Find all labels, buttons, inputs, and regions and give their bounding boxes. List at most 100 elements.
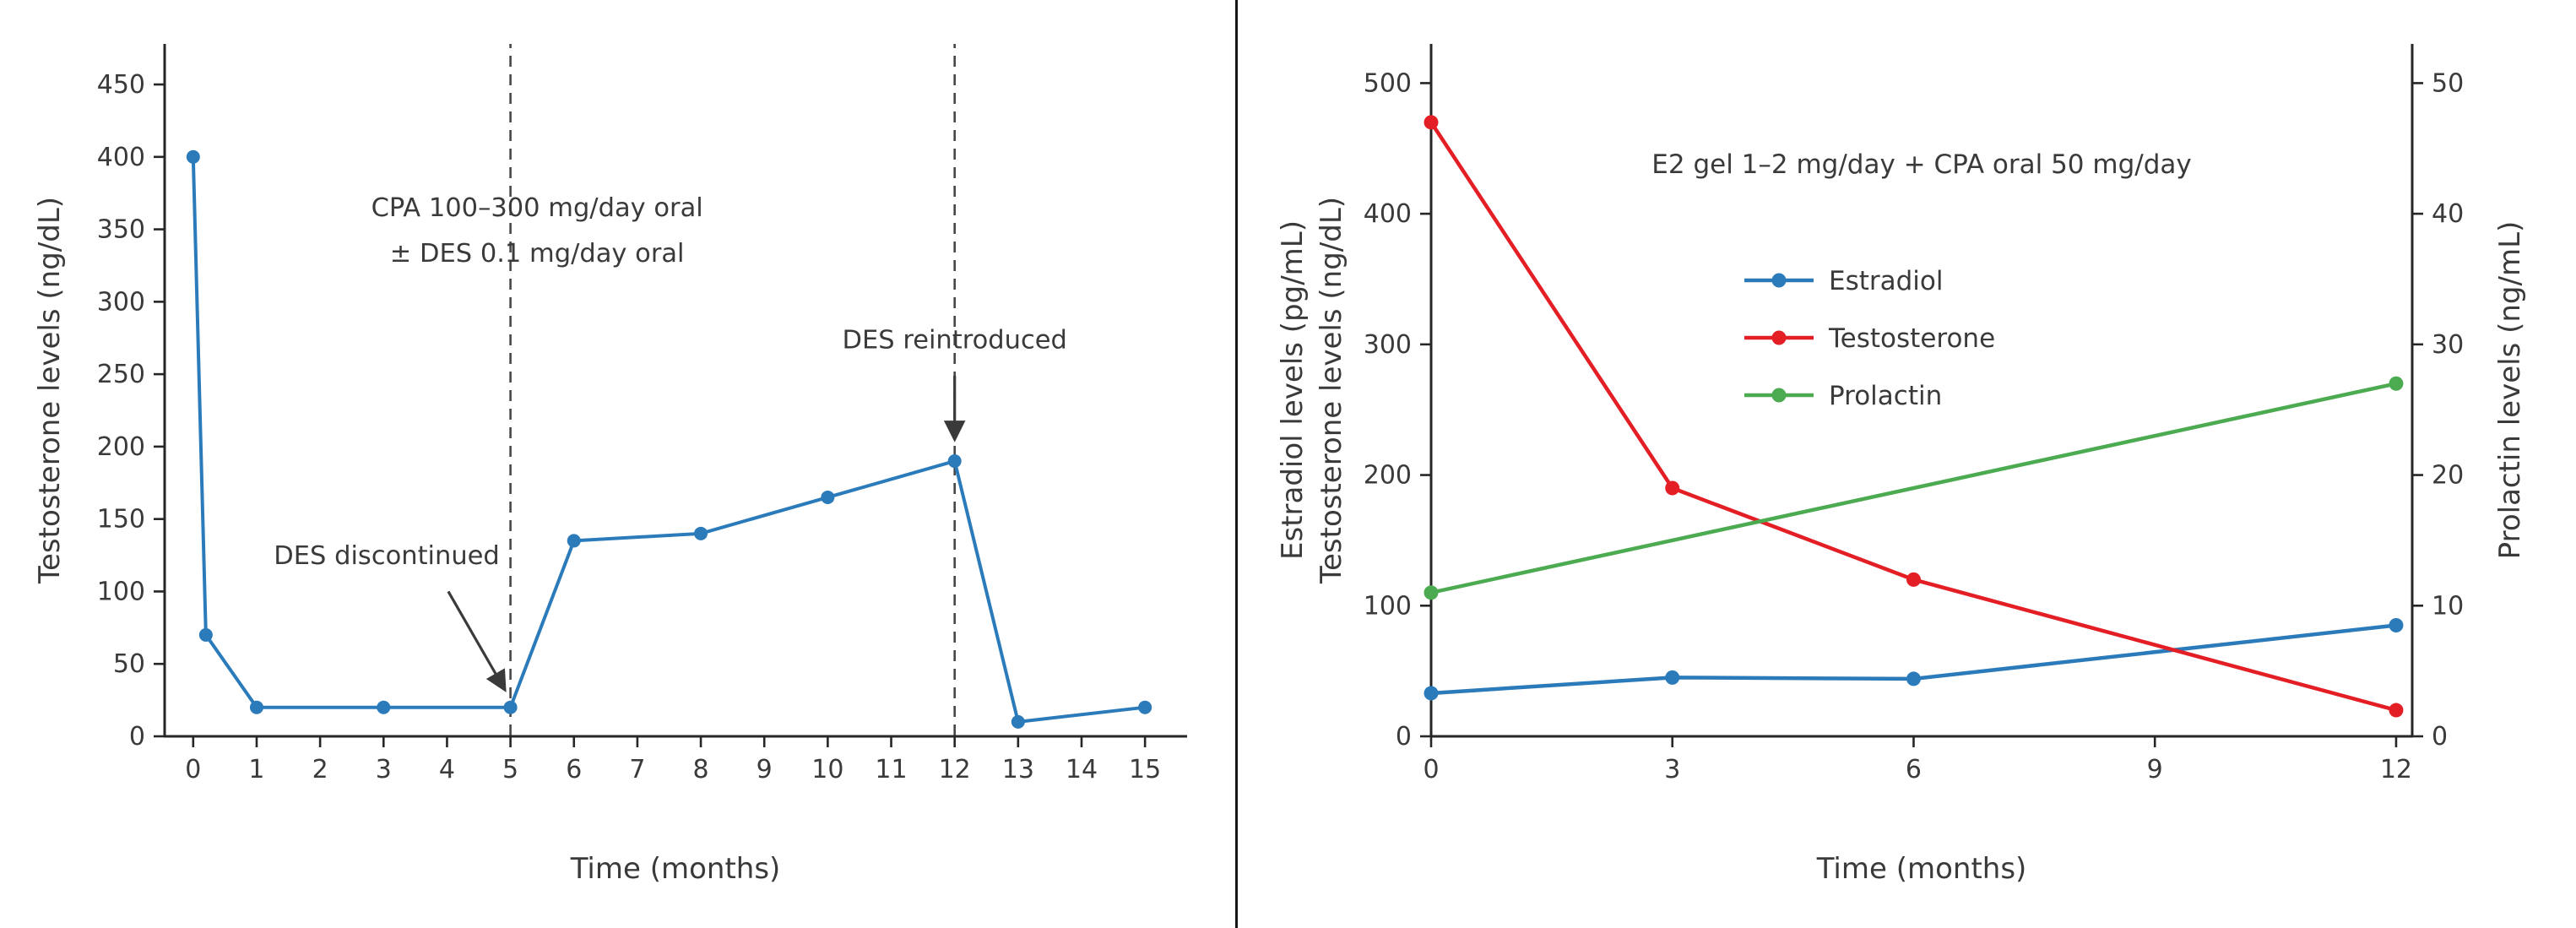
y-tick-label: 300 (1364, 330, 1412, 360)
annotation-text: DES reintroduced (843, 325, 1067, 355)
y-axis: 0 50 100 150 200 250 300 350 400 450 (97, 70, 165, 752)
annotation-arrow (447, 590, 507, 692)
x-tick-label: 7 (629, 755, 645, 784)
x-tick-label: 5 (502, 755, 518, 784)
data-point (567, 534, 581, 548)
x-tick-label: 15 (1129, 755, 1161, 784)
x-tick-label: 13 (1002, 755, 1034, 784)
data-point (1138, 700, 1152, 714)
data-point (1011, 714, 1025, 729)
y2-axis-label: Prolactin levels (ng/mL) (2493, 221, 2527, 560)
y-tick-label: 200 (97, 432, 145, 462)
legend: Estradiol Testosterone Prolactin (1744, 266, 1995, 411)
y2-tick-label: 20 (2432, 461, 2464, 491)
reference-vlines (509, 44, 956, 735)
annotation-text: ± DES 0.1 mg/day oral (390, 239, 685, 269)
x-tick-label: 0 (185, 755, 201, 784)
y2-tick-label: 10 (2432, 591, 2464, 621)
y-tick-label: 100 (97, 577, 145, 606)
x-tick-label: 12 (939, 755, 971, 784)
axis-labels: Time (months) Testosterone levels (ng/dL) (33, 197, 780, 886)
data-point (377, 700, 391, 714)
x-tick-label: 0 (1423, 755, 1439, 784)
axes-spines (1429, 44, 2414, 738)
series-prolactin (1424, 376, 2404, 600)
data-point (1665, 670, 1680, 685)
annotation: E2 gel 1–2 mg/day + CPA oral 50 mg/day (1651, 149, 2191, 180)
y2-tick-label: 0 (2432, 722, 2448, 752)
data-point (1665, 480, 1680, 496)
x-axis-label: Time (months) (570, 852, 781, 886)
axes-spines (163, 44, 1187, 738)
y-tick-label: 250 (97, 360, 145, 389)
data-point (821, 490, 835, 504)
data-point (1424, 115, 1439, 130)
legend-label: Estradiol (1829, 266, 1944, 296)
y2-tick-label: 50 (2432, 68, 2464, 98)
data-point (1424, 686, 1439, 701)
y-tick-label: 500 (1364, 68, 1412, 98)
x-tick-label: 14 (1066, 755, 1098, 784)
x-tick-label: 11 (875, 755, 907, 784)
y-axis-label: Testosterone levels (ng/dL) (33, 197, 67, 584)
x-tick-label: 12 (2380, 755, 2412, 784)
x-tick-label: 8 (693, 755, 709, 784)
x-tick-label: 3 (1664, 755, 1680, 784)
x-tick-label: 4 (439, 755, 455, 784)
axis-labels: Time (months)Estradiol levels (pg/mL) Tes… (1276, 197, 2527, 886)
data-point (1906, 572, 1921, 587)
annotation: DES discontinued (274, 541, 507, 692)
legend-label: Prolactin (1829, 381, 1942, 411)
x-tick-label: 6 (566, 755, 582, 784)
x-tick-label: 2 (312, 755, 328, 784)
y-axis-label: Estradiol levels (pg/mL) (1276, 220, 1310, 560)
y-tick-label: 100 (1364, 591, 1412, 621)
figure-divider (1235, 0, 1238, 928)
x-tick-label: 1 (248, 755, 264, 784)
data-point (1906, 671, 1921, 687)
y-tick-label: 300 (97, 287, 145, 317)
y-tick-label: 200 (1364, 461, 1412, 491)
y-axis: 0 100 200 300 400 500 (1364, 68, 1431, 752)
x-tick-label: 6 (1906, 755, 1922, 784)
annotation-text: CPA 100–300 mg/day oral (371, 193, 703, 223)
x-axis: 0 3 6 9 12 (1423, 736, 2412, 784)
annotation: CPA 100–300 mg/day oral ± DES 0.1 mg/day … (371, 193, 703, 269)
x-tick-label: 9 (757, 755, 773, 784)
legend-label: Testosterone (1828, 323, 1995, 354)
x-tick-label: 10 (811, 755, 843, 784)
annotation-text: DES discontinued (274, 541, 500, 571)
data-point (694, 526, 708, 540)
data-point (2389, 617, 2404, 632)
data-point (186, 149, 200, 164)
y-tick-label: 50 (113, 649, 145, 679)
data-point (2389, 376, 2404, 391)
y-tick-label: 350 (97, 215, 145, 245)
y2-axis: 0 10 20 30 40 50 (2412, 68, 2464, 752)
data-point (1424, 585, 1439, 600)
annotation-text: E2 gel 1–2 mg/day + CPA oral 50 mg/day (1651, 149, 2191, 180)
y-tick-label: 0 (1396, 722, 1412, 752)
data-point (947, 454, 962, 469)
y2-tick-label: 40 (2432, 199, 2464, 229)
data-point (503, 700, 518, 714)
testosterone-timeline-chart: 0 1 2 3 4 5 6 7 8 9 10 11 12 13 14 15050100150200250300… (33, 44, 1187, 886)
y-tick-label: 400 (97, 143, 145, 172)
hormone-levels-chart: 0 3 6 9 12 0 100 200 300 400 500 0 10 20 30 40 50 E2 gel … (1276, 44, 2527, 886)
x-tick-label: 9 (2147, 755, 2163, 784)
annotation: DES reintroduced (843, 325, 1067, 442)
y-tick-label: 450 (97, 70, 145, 100)
y-tick-label: 400 (1364, 199, 1412, 229)
data-point (2389, 703, 2404, 718)
y-tick-label: 0 (129, 722, 145, 752)
y-axis-label: Testosterone levels (ng/dL) (1315, 197, 1348, 584)
data-point (198, 627, 213, 642)
y-tick-label: 150 (97, 505, 145, 535)
x-axis: 0 1 2 3 4 5 6 7 8 9 10 11 12 13 14 15 (185, 736, 1161, 784)
y2-tick-label: 30 (2432, 330, 2464, 360)
series-testosterone (1424, 115, 2404, 718)
x-axis-label: Time (months) (1816, 852, 2027, 886)
x-tick-label: 3 (376, 755, 392, 784)
data-point (249, 700, 263, 714)
